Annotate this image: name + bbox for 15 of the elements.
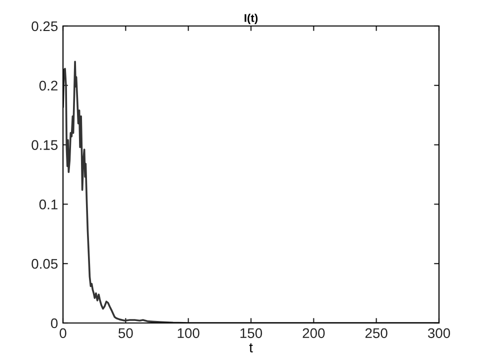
x-tick-label: 250	[365, 328, 388, 338]
x-tick-label: 150	[240, 328, 262, 338]
x-tick-label: 0	[60, 328, 66, 338]
y-tick-label: 0.15	[32, 140, 58, 150]
x-axis-title: t	[249, 343, 253, 352]
chart-title: I(t)	[244, 14, 258, 24]
y-tick-label: 0.25	[32, 21, 58, 32]
y-tick-label: 0.2	[39, 80, 58, 91]
y-tick-label: 0	[50, 318, 58, 328]
y-tick-label: 0.05	[32, 258, 58, 269]
x-tick-label: 50	[118, 328, 133, 338]
x-tick-label: 200	[302, 328, 325, 338]
x-tick-label: 100	[178, 328, 200, 338]
y-tick-label: 0.1	[39, 200, 58, 210]
x-tick-label: 300	[428, 328, 450, 338]
